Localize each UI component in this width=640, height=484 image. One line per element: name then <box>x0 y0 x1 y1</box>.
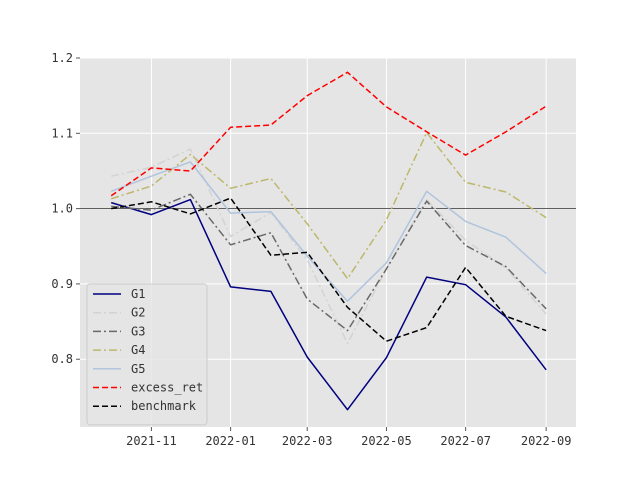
legend-box <box>86 283 208 426</box>
tick-labels: 0.8 0.9 1.0 1.1 1.2 2021-11 2022-01 2022-03 2022… <box>51 51 571 448</box>
series-line-G3 <box>111 193 547 332</box>
series-line-G1 <box>110 198 547 411</box>
y-tick-label: 1.1 <box>51 126 73 140</box>
x-tick-label: 2022-03 <box>282 434 333 448</box>
legend: G1 G2 G3 G4 G5 excess_ret benchmark <box>86 283 208 426</box>
series-line-benchmark <box>111 197 547 342</box>
legend-label-G2: G2 <box>131 306 145 320</box>
legend-label-G3: G3 <box>131 324 145 338</box>
legend-label-G1: G1 <box>131 287 145 301</box>
legend-label-benchmark: benchmark <box>131 399 197 413</box>
series-line-G2 <box>111 148 547 345</box>
legend-label-G5: G5 <box>131 362 145 376</box>
x-tick-label: 2022-09 <box>521 434 572 448</box>
y-tick-label: 1.0 <box>51 202 73 216</box>
series-line-excess_ret <box>110 71 547 197</box>
y-tick-label: 0.9 <box>51 277 73 291</box>
x-tick-label: 2022-05 <box>361 434 412 448</box>
legend-label-excess_ret: excess_ret <box>131 381 203 395</box>
x-tick-label: 2022-07 <box>440 434 491 448</box>
legend-label-G4: G4 <box>131 343 145 357</box>
series-layer <box>110 71 547 411</box>
y-tick-label: 0.8 <box>51 352 73 366</box>
series-line-G4 <box>110 131 547 280</box>
x-tick-label: 2021-11 <box>126 434 177 448</box>
x-tick-label: 2022-01 <box>205 434 256 448</box>
y-tick-label: 1.2 <box>51 51 73 65</box>
